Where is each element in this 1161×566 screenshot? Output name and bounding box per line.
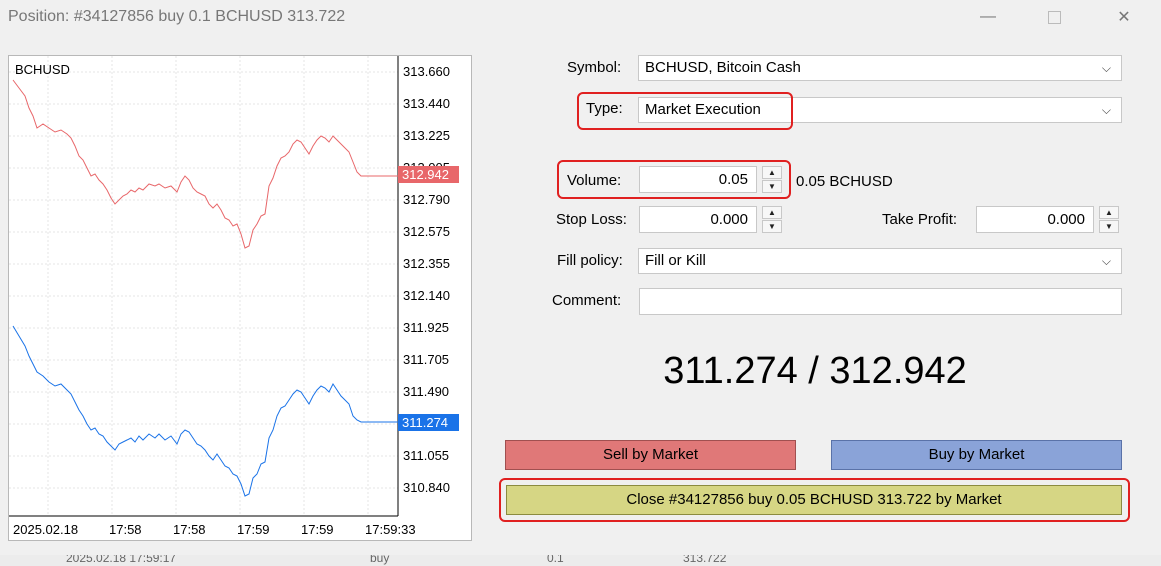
- close-position-button[interactable]: Close #34127856 buy 0.05 BCHUSD 313.722 …: [506, 485, 1122, 515]
- table-cell: buy: [370, 555, 390, 565]
- minimize-button[interactable]: —: [980, 8, 996, 25]
- price-tick: 310.840: [403, 480, 450, 495]
- time-tick: 2025.02.18: [13, 522, 79, 537]
- stop-loss-stepper[interactable]: ▲ ▼: [762, 206, 782, 233]
- price-tick: 312.355: [403, 256, 450, 271]
- price-tick: 313.440: [403, 96, 450, 111]
- highlight-volume: [557, 160, 791, 199]
- spin-down-icon[interactable]: ▼: [762, 220, 782, 233]
- spin-up-icon[interactable]: ▲: [762, 206, 782, 219]
- price-tick: 311.055: [403, 448, 450, 463]
- ask-line: [12, 325, 398, 497]
- price-tick: 312.790: [403, 192, 450, 207]
- title-bar: Position: #34127856 buy 0.1 BCHUSD 313.7…: [0, 0, 1161, 34]
- symbol-value: BCHUSD, Bitcoin Cash: [645, 59, 801, 76]
- take-profit-label: Take Profit:: [882, 211, 958, 228]
- bid-price-tag: 312.942: [398, 166, 459, 183]
- spin-down-icon[interactable]: ▼: [762, 180, 782, 193]
- buy-by-market-button[interactable]: Buy by Market: [831, 440, 1122, 470]
- background-table-row: 2025.02.18 17:59:17 buy 0.1 313.722: [0, 555, 1161, 566]
- symbol-select[interactable]: BCHUSD, Bitcoin Cash ⌵: [638, 55, 1122, 81]
- chevron-down-icon: ⌵: [1101, 61, 1111, 75]
- symbol-label: Symbol:: [567, 59, 622, 76]
- fill-policy-label: Fill policy:: [557, 252, 623, 269]
- maximize-button[interactable]: [1031, 0, 1077, 34]
- window-title: Position: #34127856 buy 0.1 BCHUSD 313.7…: [8, 8, 346, 25]
- price-tick: 312.140: [403, 288, 450, 303]
- type-select[interactable]: Market Execution ⌵: [638, 97, 1122, 123]
- type-value: Market Execution: [645, 101, 761, 118]
- time-tick: 17:58: [109, 522, 142, 537]
- maximize-icon: [1047, 10, 1061, 24]
- time-tick: 17:58: [173, 522, 206, 537]
- chevron-down-icon: ⌵: [1101, 254, 1111, 268]
- highlight-close: [499, 478, 1130, 522]
- volume-label: Volume:: [567, 172, 622, 189]
- highlight-type: [577, 92, 793, 130]
- spin-up-icon[interactable]: ▲: [762, 166, 782, 179]
- time-tick: 17:59:33: [365, 522, 416, 537]
- chart-canvas: [9, 56, 399, 517]
- bid-line: [12, 79, 398, 249]
- price-quote: 311.274 / 312.942: [663, 350, 967, 392]
- fill-policy-value: Fill or Kill: [645, 252, 706, 269]
- fill-policy-select[interactable]: Fill or Kill ⌵: [638, 248, 1122, 274]
- price-tick: 313.225: [403, 128, 450, 143]
- volume-stepper[interactable]: ▲ ▼: [762, 166, 782, 193]
- table-cell: 0.1: [547, 555, 564, 565]
- comment-input[interactable]: [639, 288, 1122, 315]
- stop-loss-input[interactable]: 0.000: [639, 206, 757, 233]
- volume-unit: 0.05 BCHUSD: [796, 173, 893, 190]
- price-tick: 311.705: [403, 352, 450, 367]
- tick-chart: BCHUSD 313.660 313.440 313.225 313.005 3…: [8, 55, 472, 541]
- price-tick: 312.575: [403, 224, 450, 239]
- chart-symbol-label: BCHUSD: [15, 62, 70, 77]
- volume-input[interactable]: 0.05: [639, 166, 757, 193]
- spin-up-icon[interactable]: ▲: [1099, 206, 1119, 219]
- spin-down-icon[interactable]: ▼: [1099, 220, 1119, 233]
- time-tick: 17:59: [301, 522, 334, 537]
- ask-price-tag: 311.274: [398, 414, 459, 431]
- take-profit-stepper[interactable]: ▲ ▼: [1099, 206, 1119, 233]
- sell-by-market-button[interactable]: Sell by Market: [505, 440, 796, 470]
- price-tick: 311.490: [403, 384, 450, 399]
- take-profit-input[interactable]: 0.000: [976, 206, 1094, 233]
- type-label: Type:: [586, 100, 623, 117]
- stop-loss-label: Stop Loss:: [556, 211, 627, 228]
- chevron-down-icon: ⌵: [1101, 103, 1111, 117]
- table-cell: 2025.02.18 17:59:17: [66, 555, 177, 565]
- close-button[interactable]: ✕: [1117, 9, 1131, 26]
- time-tick: 17:59: [237, 522, 270, 537]
- table-cell: 313.722: [683, 555, 727, 565]
- price-tick: 313.660: [403, 64, 450, 79]
- price-tick: 311.925: [403, 320, 450, 335]
- comment-label: Comment:: [552, 292, 622, 309]
